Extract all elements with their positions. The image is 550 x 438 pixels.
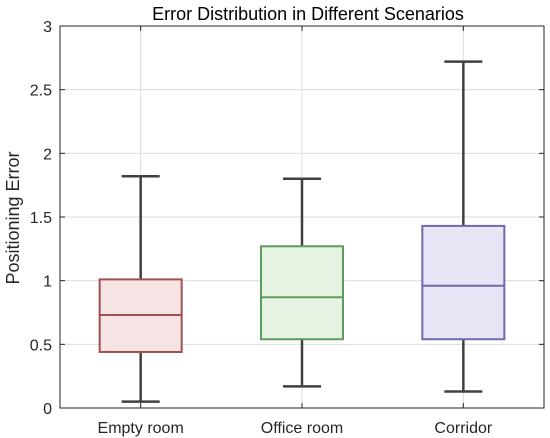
y-tick-label: 2.5 — [30, 83, 52, 100]
box-2 — [260, 177, 344, 388]
x-tick-label: Empty room — [98, 420, 184, 437]
x-tick-labels: Empty room Office room Corridor — [98, 420, 493, 437]
y-tick-label: 0.5 — [30, 337, 52, 354]
x-tick-label: Office room — [261, 420, 343, 437]
iqr-box — [421, 224, 506, 341]
y-tick-label: 1.5 — [30, 210, 52, 227]
y-axis-label: Positioning Error — [3, 151, 23, 284]
boxes-layer — [98, 60, 506, 403]
box-1 — [98, 175, 183, 403]
axes-frame — [59, 25, 545, 409]
y-tick-label: 2 — [43, 146, 52, 163]
y-tick-labels: 0 0.5 1 1.5 2 2.5 3 — [30, 19, 52, 418]
chart-title: Error Distribution in Different Scenario… — [152, 4, 464, 24]
y-tick-label: 3 — [43, 19, 52, 36]
box-3 — [421, 60, 506, 393]
x-tick-label: Corridor — [434, 420, 492, 437]
y-tick-label: 1 — [43, 274, 52, 291]
iqr-box — [260, 245, 344, 341]
y-tick-label: 0 — [43, 401, 52, 418]
